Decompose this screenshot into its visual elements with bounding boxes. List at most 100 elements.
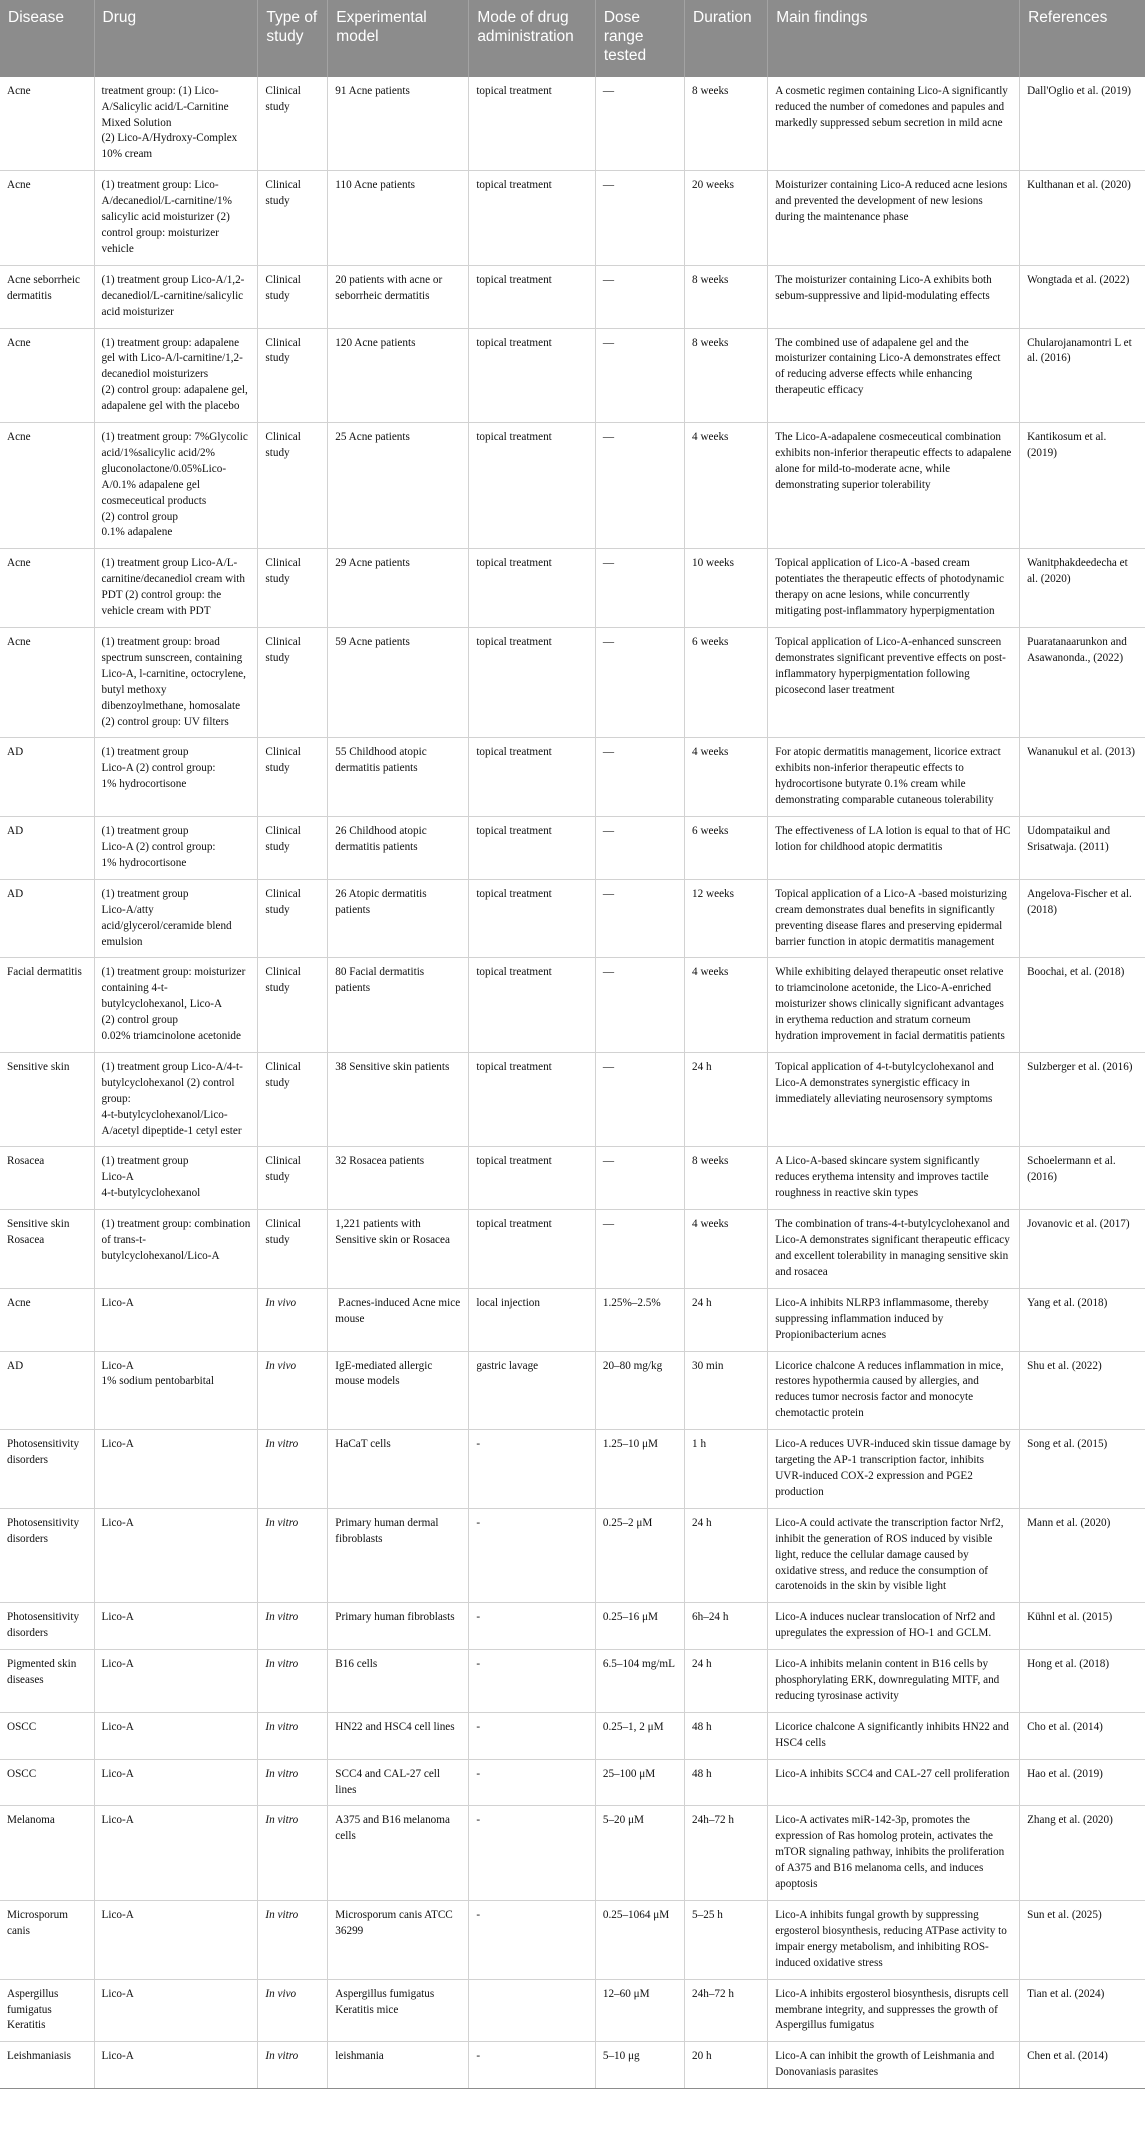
- cell-disease-text: Rosacea: [7, 1155, 45, 1168]
- cell-duration-text: 6h–24 h: [692, 1611, 729, 1624]
- cell-disease: AD: [0, 1351, 95, 1431]
- cell-main-findings: Topical application of Lico-A-enhanced s…: [767, 627, 1021, 739]
- cell-mode-of-administration: -: [468, 1649, 596, 1713]
- cell-duration: 48 h: [684, 1712, 769, 1760]
- cell-drug: Lico-A 1% sodium pentobarbital: [94, 1351, 259, 1431]
- cell-dose-range-text: 5–10 μg: [602, 2050, 640, 2063]
- cell-disease-text: Microsporum canis: [7, 1909, 71, 1937]
- cell-disease: AD: [0, 879, 95, 959]
- cell-mode-of-administration: -: [468, 1429, 596, 1509]
- cell-drug-text: (1) treatment group: combination of tran…: [101, 1218, 254, 1262]
- cell-drug: (1) treatment group Lico-A (2) control g…: [94, 737, 259, 818]
- cell-drug: Lico-A: [94, 1759, 259, 1807]
- cell-disease: Rosacea: [0, 1146, 95, 1211]
- cell-type-of-study: Clinical study: [257, 170, 329, 266]
- cell-disease: Sensitive skin: [0, 1052, 95, 1148]
- cell-dose-range-text: —: [602, 84, 615, 97]
- cell-dose-range: —: [595, 816, 686, 880]
- cell-mode-of-administration: topical treatment: [468, 328, 596, 424]
- cell-mode-of-administration-text: topical treatment: [476, 431, 552, 444]
- cell-mode-of-administration-text: -: [476, 1767, 481, 1780]
- cell-type-of-study-text: In vitro: [265, 1767, 299, 1780]
- table-row: Acne (1) treatment group: adapalene gel w…: [0, 328, 1145, 424]
- cell-dose-range: 1.25%–2.5%: [595, 1288, 686, 1352]
- cell-duration: 4 weeks: [684, 737, 769, 818]
- cell-mode-of-administration: [468, 1979, 596, 2043]
- cell-dose-range-text: 1.25–10 μM: [602, 1438, 658, 1451]
- cell-experimental-model: 1,221 patients with Sensitive skin or Ro…: [327, 1209, 470, 1289]
- cell-main-findings: A cosmetic regimen containing Lico-A sig…: [767, 76, 1021, 172]
- cell-main-findings: Lico-A inhibits fungal growth by suppres…: [767, 1900, 1021, 1980]
- cell-experimental-model-text: 110 Acne patients: [335, 179, 416, 192]
- cell-dose-range-text: —: [602, 746, 615, 759]
- cell-disease-text: Acne: [7, 84, 31, 97]
- cell-experimental-model-text: 59 Acne patients: [335, 636, 410, 648]
- cell-main-findings-text: For atopic dermatitis management, licori…: [775, 746, 1004, 807]
- cell-experimental-model-text: 20 patients with acne or seborrheic derm…: [335, 273, 445, 302]
- cell-experimental-model: 110 Acne patients: [327, 170, 470, 266]
- cell-reference: Wanitphakdeedecha et al. (2020): [1019, 548, 1145, 628]
- cell-mode-of-administration: topical treatment: [468, 957, 596, 1053]
- cell-drug-text: (1) treatment group Lico-A/atty acid/gly…: [101, 887, 232, 948]
- cell-reference-text: Angelova-Fischer et al. (2018): [1027, 887, 1135, 916]
- cell-disease-text: Acne: [7, 636, 31, 648]
- cell-duration: 5–25 h: [684, 1900, 769, 1980]
- cell-dose-range-text: 12–60 μM: [602, 1987, 650, 2000]
- cell-duration: 4 weeks: [684, 1209, 769, 1289]
- cell-mode-of-administration-text: topical treatment: [476, 966, 552, 979]
- cell-mode-of-administration-text: topical treatment: [476, 887, 552, 900]
- cell-main-findings: Topical application of 4-t-butylcyclohex…: [767, 1052, 1021, 1148]
- cell-experimental-model: P.acnes-induced Acne mice mouse: [327, 1288, 470, 1352]
- table-row: Sensitive skin Rosacea (1) treatment grou…: [0, 1209, 1145, 1289]
- cell-type-of-study-text: Clinical study: [265, 636, 304, 664]
- cell-dose-range: —: [595, 76, 686, 172]
- cell-disease: Acne: [0, 170, 95, 266]
- cell-experimental-model-text: 26 Childhood atopic dermatitis patients: [335, 825, 430, 853]
- table-row: Acne (1) treatment group: broad spectrum …: [0, 627, 1145, 739]
- cell-dose-range-text: —: [602, 1155, 615, 1168]
- cell-experimental-model: 80 Facial dermatitis patients: [327, 957, 470, 1053]
- cell-reference-text: Tian et al. (2024): [1027, 1987, 1105, 2000]
- cell-reference-text: Schoelermann et al. (2016): [1027, 1155, 1119, 1184]
- cell-disease: Acne seborrheic dermatitis: [0, 265, 95, 329]
- cell-reference: Dall'Oglio et al. (2019): [1019, 76, 1145, 172]
- cell-reference-text: Jovanovic et al. (2017): [1027, 1218, 1130, 1231]
- cell-type-of-study-text: In vitro: [265, 1611, 299, 1624]
- cell-drug: (1) treatment group Lico-A/4-t-butylcycl…: [94, 1052, 259, 1148]
- cell-experimental-model: 32 Rosacea patients: [327, 1146, 470, 1211]
- cell-reference-text: Wananukul et al. (2013): [1027, 746, 1135, 759]
- cell-drug-text: (1) treatment group: adapalene gel with …: [101, 336, 248, 413]
- cell-drug: (1) treatment group: broad spectrum suns…: [94, 627, 259, 739]
- cell-experimental-model-text: 32 Rosacea patients: [335, 1155, 425, 1168]
- column-header-duration: Duration: [684, 0, 768, 77]
- cell-type-of-study: Clinical study: [257, 328, 329, 424]
- cell-dose-range: —: [595, 957, 686, 1053]
- cell-dose-range: 5–20 μM: [595, 1805, 686, 1901]
- cell-main-findings-text: Lico-A inhibits NLRP3 inflammasome, ther…: [775, 1296, 992, 1341]
- cell-duration-text: 24 h: [692, 1296, 712, 1309]
- cell-type-of-study: In vitro: [257, 1900, 329, 1980]
- cell-mode-of-administration: topical treatment: [468, 76, 596, 172]
- cell-experimental-model-text: 25 Acne patients: [335, 431, 410, 444]
- cell-disease: AD: [0, 737, 95, 818]
- cell-dose-range-text: —: [602, 273, 615, 286]
- cell-reference: Wananukul et al. (2013): [1019, 737, 1145, 818]
- cell-main-findings: Licorice chalcone A significantly inhibi…: [767, 1712, 1021, 1760]
- cell-mode-of-administration-text: -: [476, 1814, 481, 1827]
- cell-duration: 12 weeks: [684, 879, 769, 959]
- cell-reference: Zhang et al. (2020): [1019, 1805, 1145, 1901]
- cell-duration: 24 h: [684, 1649, 769, 1713]
- cell-disease: Acne: [0, 422, 95, 550]
- cell-main-findings: Topical application of Lico-A -based cre…: [767, 548, 1021, 628]
- cell-disease: Photosensitivity disorders: [0, 1429, 95, 1509]
- cell-experimental-model: leishmania: [327, 2041, 470, 2090]
- cell-reference: Chularojanamontri L et al. (2016): [1019, 328, 1145, 424]
- cell-main-findings: Lico-A inhibits SCC4 and CAL-27 cell pro…: [767, 1759, 1021, 1807]
- cell-type-of-study: Clinical study: [257, 1052, 329, 1148]
- cell-main-findings-text: Lico-A inhibits melanin content in B16 c…: [775, 1658, 1003, 1702]
- cell-experimental-model-text: SCC4 and CAL-27 cell lines: [335, 1767, 443, 1796]
- cell-mode-of-administration-text: local injection: [476, 1296, 540, 1309]
- cell-experimental-model: A375 and B16 melanoma cells: [327, 1805, 470, 1901]
- cell-disease: Sensitive skin Rosacea: [0, 1209, 95, 1289]
- cell-drug: Lico-A: [94, 1979, 259, 2043]
